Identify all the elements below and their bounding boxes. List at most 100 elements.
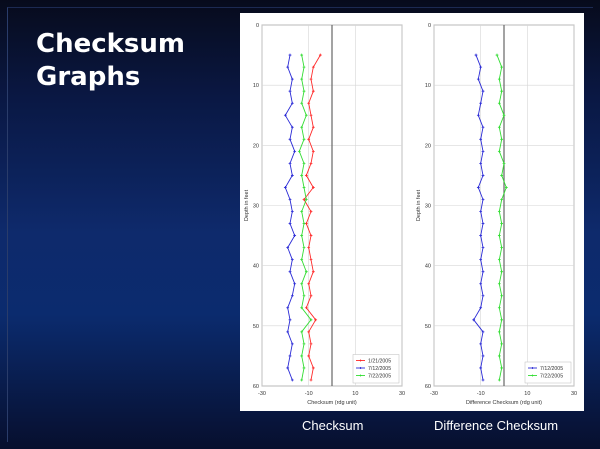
y-axis-label: Depth in feet xyxy=(244,189,250,221)
legend-marker xyxy=(531,367,534,369)
data-point-marker xyxy=(302,65,306,69)
y-tick-label: 30 xyxy=(253,204,259,210)
y-tick-label: 0 xyxy=(256,23,259,29)
data-point-marker xyxy=(497,306,501,310)
y-tick-label: 0 xyxy=(428,23,431,29)
data-point-marker xyxy=(497,354,501,358)
data-point-marker xyxy=(290,342,294,346)
data-point-marker xyxy=(300,330,304,334)
x-axis-label: Checksum (rdg unit) xyxy=(307,400,357,406)
data-point-marker xyxy=(288,270,292,274)
x-tick-label: -30 xyxy=(430,391,438,397)
y-axis-label: Depth in feet xyxy=(416,189,422,221)
data-point-marker xyxy=(481,354,485,358)
data-point-marker xyxy=(286,366,290,370)
data-point-marker xyxy=(300,210,304,213)
x-tick-label: 30 xyxy=(571,391,577,397)
data-point-marker xyxy=(500,174,504,177)
data-point-marker xyxy=(479,342,483,346)
data-point-marker xyxy=(288,198,292,201)
legend-marker xyxy=(359,367,362,369)
data-point-marker xyxy=(476,186,480,189)
data-point-marker xyxy=(479,258,483,262)
legend-label: 1/21/2005 xyxy=(368,358,391,364)
legend-label: 7/22/2005 xyxy=(368,373,391,379)
y-tick-label: 40 xyxy=(253,264,259,270)
data-point-marker xyxy=(302,137,306,141)
data-point-marker xyxy=(309,258,313,262)
data-point-marker xyxy=(502,113,506,117)
legend-label: 7/22/2005 xyxy=(540,373,563,379)
data-point-marker xyxy=(307,137,311,141)
legend-label: 7/12/2005 xyxy=(368,366,391,372)
series-line-checksum-1 xyxy=(284,55,296,381)
data-point-marker xyxy=(309,210,313,213)
data-point-marker xyxy=(500,246,504,250)
data-point-marker xyxy=(307,246,311,250)
y-tick-label: 50 xyxy=(425,324,431,330)
legend-marker xyxy=(359,359,362,362)
x-tick-label: -10 xyxy=(305,391,313,397)
data-point-marker xyxy=(479,234,483,237)
data-point-marker xyxy=(309,378,313,382)
data-point-marker xyxy=(481,125,485,129)
data-point-marker xyxy=(500,342,504,346)
x-tick-label: -30 xyxy=(258,391,266,397)
data-point-marker xyxy=(500,270,504,274)
data-point-marker xyxy=(309,161,313,165)
data-point-marker xyxy=(300,354,304,358)
data-point-marker xyxy=(495,53,499,57)
data-point-marker xyxy=(300,378,304,382)
data-point-marker xyxy=(500,366,504,370)
data-point-marker xyxy=(302,366,306,370)
slide-title-line: Checksum xyxy=(36,29,186,59)
x-axis-label: Difference Checksum (rdg unit) xyxy=(466,400,542,406)
data-point-marker xyxy=(288,161,292,165)
legend-box xyxy=(524,361,572,384)
data-point-marker xyxy=(307,354,311,358)
data-point-marker xyxy=(311,186,315,189)
data-point-marker xyxy=(481,294,485,298)
data-point-marker xyxy=(288,137,292,141)
data-point-marker xyxy=(300,282,304,286)
data-point-marker xyxy=(290,174,294,177)
y-tick-label: 20 xyxy=(425,143,431,149)
data-point-marker xyxy=(481,198,485,201)
data-point-marker xyxy=(500,222,504,225)
data-point-marker xyxy=(497,330,501,334)
y-tick-label: 10 xyxy=(425,83,431,89)
data-point-marker xyxy=(304,198,308,201)
data-point-marker xyxy=(302,186,306,189)
data-point-marker xyxy=(472,318,476,322)
data-point-marker xyxy=(311,270,315,274)
x-tick-label: -10 xyxy=(477,391,485,397)
caption-difference-checksum: Difference Checksum xyxy=(434,418,559,433)
data-point-marker xyxy=(481,89,485,93)
data-point-marker xyxy=(293,234,297,237)
data-point-marker xyxy=(311,125,315,129)
data-point-marker xyxy=(500,65,504,69)
data-point-marker xyxy=(290,101,294,105)
data-point-marker xyxy=(288,318,292,322)
data-point-marker xyxy=(309,318,313,322)
data-point-marker xyxy=(474,53,478,57)
data-point-marker xyxy=(300,53,304,57)
checksum-chart: -30 -10 10 30 0 10 20 30 40 50 60 Checksum (rdg uni… xyxy=(244,23,405,406)
y-tick-label: 20 xyxy=(253,143,259,149)
data-point-marker xyxy=(500,198,504,201)
data-point-marker xyxy=(290,125,294,129)
y-tick-label: 30 xyxy=(425,204,431,210)
data-point-marker xyxy=(500,89,504,93)
data-point-marker xyxy=(479,101,483,105)
data-point-marker xyxy=(481,246,485,250)
data-point-marker xyxy=(481,222,485,225)
data-point-marker xyxy=(307,330,311,334)
data-point-marker xyxy=(302,161,306,165)
data-point-marker xyxy=(476,113,480,117)
data-point-marker xyxy=(297,149,301,153)
data-point-marker xyxy=(497,378,501,382)
legend-marker xyxy=(531,374,534,377)
data-point-marker xyxy=(479,282,483,286)
difference-checksum-chart: -30 -10 10 30 0 10 20 30 40 50 60 Difference Checks… xyxy=(416,23,577,406)
data-point-marker xyxy=(497,234,501,237)
